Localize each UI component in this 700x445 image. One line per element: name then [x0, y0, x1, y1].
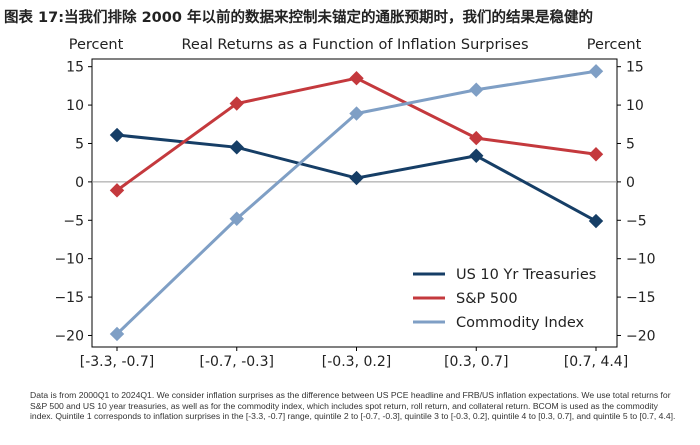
left-tick-label: 15	[66, 60, 84, 76]
data-point-marker	[469, 82, 484, 97]
x-tick-label: [-3.3, -0.7]	[80, 354, 154, 370]
right-tick-label: −10	[626, 252, 656, 268]
left-tick-label: −10	[54, 252, 84, 268]
footnote: Data is from 2000Q1 to 2024Q1. We consid…	[30, 390, 676, 421]
legend-label: S&P 500	[456, 291, 518, 307]
data-point-marker	[588, 213, 604, 229]
right-tick-label: −15	[626, 290, 656, 306]
plot-frame	[91, 58, 618, 348]
left-tick-label: −20	[54, 328, 84, 344]
axes: 15 15 10 10 5 5 0 0 −5 −5 −10 −10 −15 −15 −20 −20 [-3.3,…	[54, 60, 655, 370]
data-point-marker	[349, 170, 364, 186]
data-point-marker	[588, 64, 604, 79]
right-tick-label: −5	[626, 213, 647, 229]
data-point-marker	[349, 70, 364, 86]
right-tick-label: −20	[626, 328, 656, 344]
line-chart: Real Returns as a Function of Inflation …	[54, 37, 655, 370]
data-point-marker	[229, 211, 244, 226]
data-point-marker	[349, 106, 364, 121]
data-point-marker	[469, 148, 484, 163]
right-axis-label: Percent	[587, 37, 642, 53]
left-tick-label: 0	[75, 175, 84, 191]
left-axis-label: Percent	[69, 37, 124, 53]
legend-label: US 10 Yr Treasuries	[456, 267, 596, 283]
right-tick-label: 10	[626, 98, 644, 114]
left-tick-label: 10	[66, 98, 84, 114]
x-tick-label: [-0.7, -0.3]	[200, 354, 274, 370]
left-tick-label: −5	[63, 213, 84, 229]
right-tick-label: 15	[626, 60, 644, 76]
data-point-marker	[109, 183, 125, 198]
legend: US 10 Yr Treasuries S&P 500 Commodity Inde…	[413, 267, 596, 331]
legend-label: Commodity Index	[456, 315, 585, 331]
data-point-marker	[469, 130, 484, 146]
left-tick-label: −15	[54, 290, 84, 306]
x-tick-label: [0.3, 0.7]	[444, 354, 508, 370]
series-layer	[109, 64, 604, 342]
data-point-marker	[109, 127, 125, 143]
right-tick-label: 5	[626, 136, 635, 152]
data-point-marker	[109, 326, 125, 342]
data-point-marker	[229, 140, 244, 155]
figure-title: 图表 17:当我们排除 2000 年以前的数据来控制未锚定的通胀预期时，我们的结…	[4, 10, 593, 26]
x-tick-label: [0.7, 4.4]	[564, 354, 628, 370]
data-point-marker	[229, 96, 244, 111]
x-tick-label: [-0.3, 0.2]	[322, 354, 391, 370]
right-tick-label: 0	[626, 175, 635, 191]
left-tick-label: 5	[75, 136, 84, 152]
data-point-marker	[588, 147, 604, 162]
chart-title: Real Returns as a Function of Inflation …	[181, 37, 528, 53]
